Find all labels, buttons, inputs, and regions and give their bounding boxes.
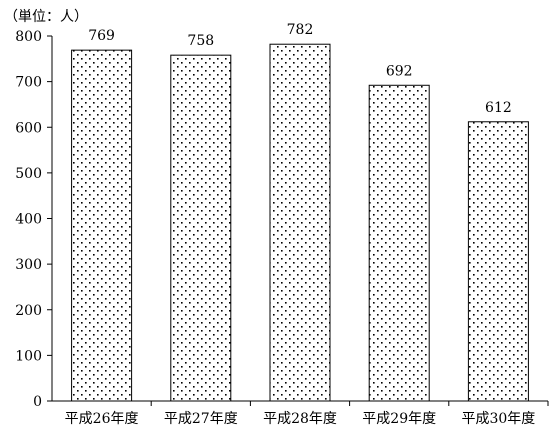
data-label-3: 782: [287, 22, 314, 38]
x-tick-label-1: 平成26年度: [65, 411, 139, 427]
y-tick-label: 100: [15, 348, 42, 364]
x-tick-label-3: 平成28年度: [263, 411, 337, 427]
data-label-2: 758: [187, 33, 214, 49]
y-tick-label: 400: [15, 212, 42, 228]
y-axis: 0 100 200 300 400 500 600 700 800: [15, 29, 53, 410]
data-label-5: 612: [485, 100, 512, 116]
x-axis: 平成26年度 平成27年度 平成28年度 平成29年度 平成30年度: [52, 400, 549, 427]
y-tick-label: 700: [15, 75, 42, 91]
bar-3: [269, 43, 331, 402]
unit-label: （単位：人）: [4, 9, 88, 25]
y-tick-label: 800: [15, 29, 42, 45]
bars: 769 758 782 692 612: [71, 22, 529, 402]
y-tick-label: 300: [15, 257, 42, 273]
bar-1: [71, 49, 133, 402]
y-tick-label: 600: [15, 120, 42, 136]
bar-2: [170, 54, 232, 402]
y-tick-label: 0: [33, 394, 42, 410]
x-tick-label-5: 平成30年度: [461, 411, 535, 427]
y-tick-label: 200: [15, 303, 42, 319]
y-tick-label: 500: [15, 166, 42, 182]
x-tick-label-4: 平成29年度: [362, 411, 436, 427]
x-tick-label-2: 平成27年度: [164, 411, 238, 427]
bar-5: [467, 121, 529, 402]
data-label-4: 692: [386, 63, 413, 79]
data-label-1: 769: [88, 28, 115, 44]
bar-4: [368, 84, 430, 402]
